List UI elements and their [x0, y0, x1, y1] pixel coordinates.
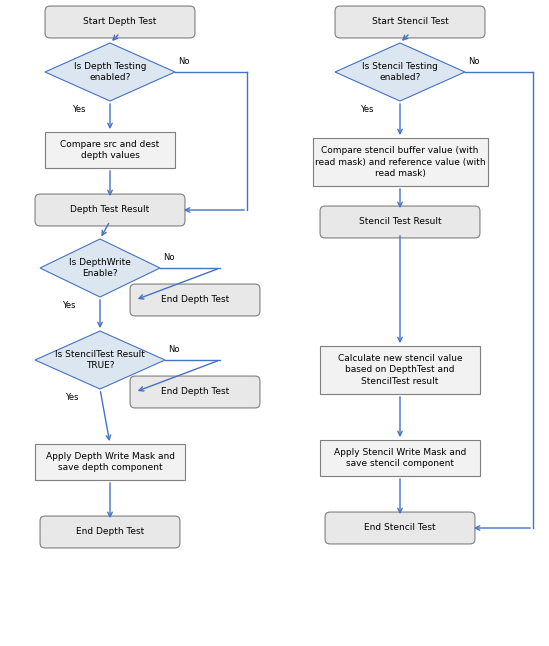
Text: Start Depth Test: Start Depth Test [83, 17, 156, 26]
FancyBboxPatch shape [130, 376, 260, 408]
FancyBboxPatch shape [312, 138, 488, 186]
FancyBboxPatch shape [45, 6, 195, 38]
Text: Compare stencil buffer value (with
read mask) and reference value (with
read mas: Compare stencil buffer value (with read … [315, 147, 485, 178]
Text: Calculate new stencil value
based on DepthTest and
StencilTest result: Calculate new stencil value based on Dep… [338, 355, 462, 386]
Text: End Stencil Test: End Stencil Test [364, 523, 436, 532]
Text: Is Depth Testing
enabled?: Is Depth Testing enabled? [74, 62, 146, 82]
FancyBboxPatch shape [320, 346, 480, 394]
Text: Yes: Yes [360, 105, 373, 114]
Text: No: No [163, 253, 175, 262]
Text: Is Stencil Testing
enabled?: Is Stencil Testing enabled? [362, 62, 438, 82]
Text: End Depth Test: End Depth Test [161, 388, 229, 397]
FancyBboxPatch shape [45, 132, 175, 168]
Text: No: No [178, 57, 189, 67]
Text: Is StencilTest Result
TRUE?: Is StencilTest Result TRUE? [55, 350, 145, 370]
Text: End Depth Test: End Depth Test [161, 295, 229, 304]
FancyBboxPatch shape [320, 206, 480, 238]
FancyBboxPatch shape [325, 512, 475, 544]
FancyBboxPatch shape [320, 440, 480, 476]
Text: Stencil Test Result: Stencil Test Result [358, 218, 441, 227]
FancyBboxPatch shape [130, 284, 260, 316]
Text: Yes: Yes [62, 300, 76, 309]
FancyBboxPatch shape [335, 6, 485, 38]
FancyBboxPatch shape [35, 194, 185, 226]
Text: Compare src and dest
depth values: Compare src and dest depth values [60, 140, 160, 160]
FancyBboxPatch shape [40, 516, 180, 548]
Text: Yes: Yes [72, 105, 86, 114]
Polygon shape [35, 331, 165, 389]
Polygon shape [40, 239, 160, 297]
Text: No: No [168, 346, 180, 355]
Text: Depth Test Result: Depth Test Result [70, 205, 150, 214]
Text: Start Stencil Test: Start Stencil Test [372, 17, 449, 26]
Text: Apply Stencil Write Mask and
save stencil component: Apply Stencil Write Mask and save stenci… [334, 448, 466, 468]
Text: Is DepthWrite
Enable?: Is DepthWrite Enable? [69, 258, 131, 278]
Text: No: No [468, 57, 479, 67]
Polygon shape [335, 43, 465, 101]
FancyBboxPatch shape [35, 444, 185, 480]
Text: Apply Depth Write Mask and
save depth component: Apply Depth Write Mask and save depth co… [46, 452, 175, 472]
Text: End Depth Test: End Depth Test [76, 528, 144, 536]
Polygon shape [45, 43, 175, 101]
Text: Yes: Yes [65, 393, 79, 402]
